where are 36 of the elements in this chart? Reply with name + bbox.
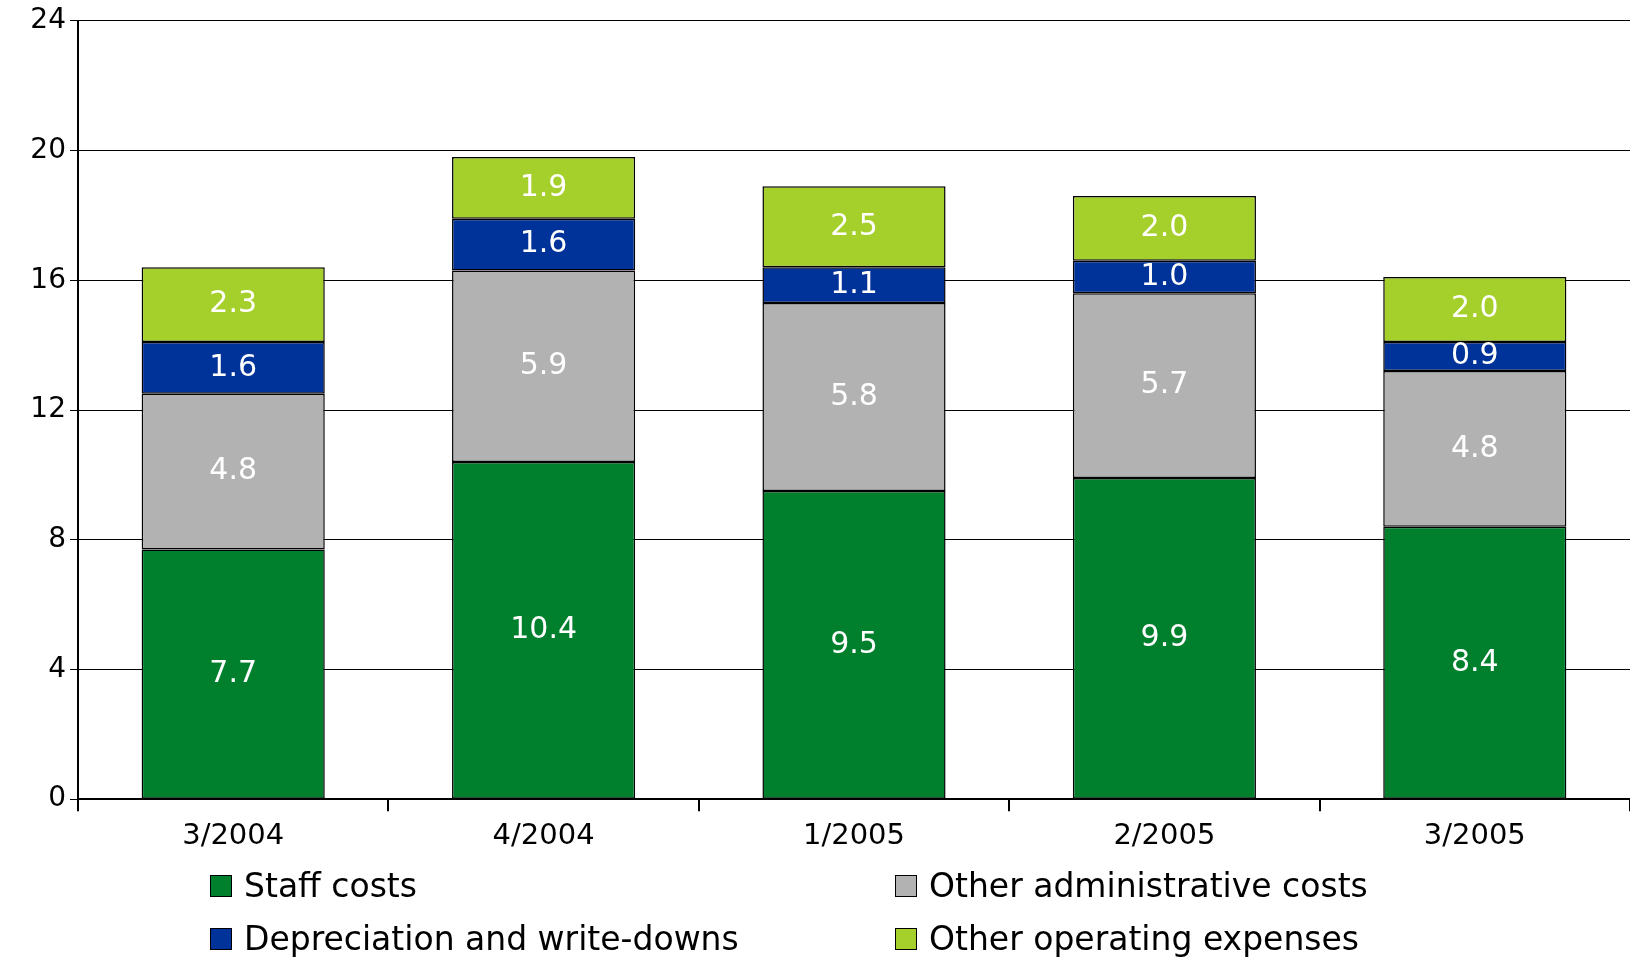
data-label: 2.3 [209,284,258,320]
y-tick-label: 12 [30,391,66,425]
data-label: 1.6 [519,224,568,260]
data-label: 0.9 [1450,336,1499,372]
data-label: 1.1 [830,264,878,300]
y-tick-label: 16 [30,261,66,295]
legend-label: Depreciation and write-downs [244,919,739,958]
data-label: 1.9 [519,167,568,203]
data-label: 5.8 [830,376,878,412]
y-tick-label: 0 [48,780,66,814]
data-label: 2.0 [1140,208,1189,244]
x-tick-label: 1/2005 [802,817,906,852]
data-label: 5.9 [519,346,568,382]
legend-label: Other operating expenses [929,919,1359,958]
data-label: 2.0 [1450,289,1499,325]
x-tick-label: 3/2004 [182,817,285,852]
data-label: 10.4 [510,610,577,646]
legend-label: Staff costs [244,866,417,905]
y-tick-label: 4 [48,650,66,684]
legend-label: Other administrative costs [929,866,1368,905]
y-tick-label: 8 [48,521,66,555]
x-tick-label: 2/2005 [1113,817,1216,852]
data-label: 7.7 [209,653,258,689]
data-label: 2.5 [830,206,878,242]
data-label: 9.9 [1140,618,1189,654]
data-label: 5.7 [1140,365,1189,401]
x-tick-label: 3/2005 [1423,817,1526,852]
x-tick-label: 4/2004 [492,817,595,852]
data-label: 8.4 [1450,642,1499,678]
data-label: 4.8 [209,451,258,487]
data-label: 9.5 [830,624,878,660]
y-tick-label: 20 [30,131,66,165]
data-label: 1.6 [209,347,258,383]
data-label: 4.8 [1450,428,1499,464]
data-label: 1.0 [1140,256,1189,292]
y-tick-label: 24 [30,2,66,36]
